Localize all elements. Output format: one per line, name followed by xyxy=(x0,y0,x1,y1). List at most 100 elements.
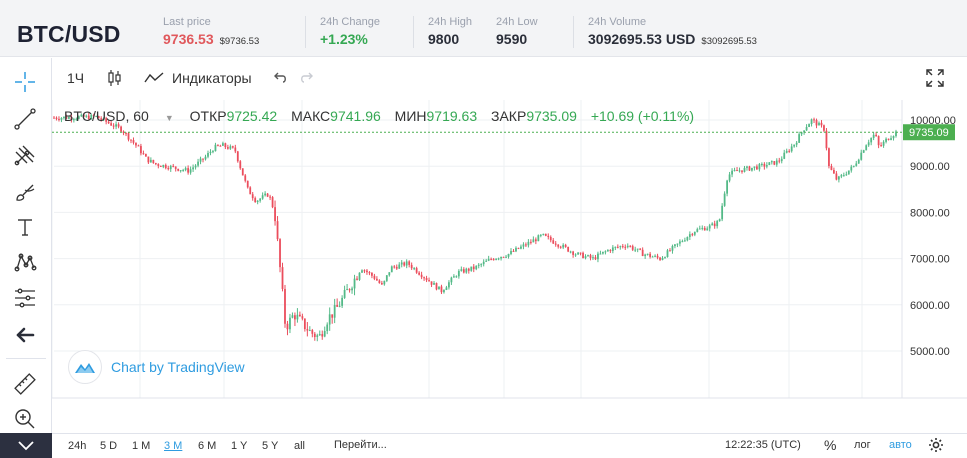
candle-body xyxy=(644,254,647,257)
chart-canvas[interactable]: Мар51018Апр917Май9175000.006000.007000.0… xyxy=(46,100,967,416)
range-button-all[interactable]: all xyxy=(294,440,306,452)
back-arrow-icon[interactable] xyxy=(10,321,40,349)
candle-body xyxy=(338,305,341,307)
candle-body xyxy=(485,260,488,262)
auto-toggle[interactable]: авто xyxy=(889,439,912,451)
candle-body xyxy=(274,207,276,222)
pattern-icon[interactable] xyxy=(10,248,40,276)
candle-body xyxy=(425,278,428,281)
indicators-button[interactable]: Индикаторы xyxy=(144,70,252,86)
range-button-6m[interactable]: 6 M xyxy=(198,440,217,452)
ruler-icon[interactable] xyxy=(10,370,40,398)
candle-body xyxy=(261,195,264,199)
price-chart[interactable]: Мар51018Апр917Май9175000.006000.007000.0… xyxy=(46,100,967,416)
candle-body xyxy=(480,264,483,266)
candle-body xyxy=(862,150,865,153)
candle-type-button[interactable] xyxy=(106,69,124,87)
redo-icon xyxy=(301,72,313,83)
range-button-5y[interactable]: 5 Y xyxy=(262,440,279,452)
candle-body xyxy=(606,250,609,252)
fib-levels-icon[interactable] xyxy=(10,284,40,312)
candle-body xyxy=(105,118,108,122)
settings-button[interactable] xyxy=(928,437,944,456)
range-button-24h[interactable]: 24h xyxy=(68,440,87,452)
candle-body xyxy=(698,228,701,230)
candle-body xyxy=(828,148,830,167)
log-toggle[interactable]: лог xyxy=(854,439,871,451)
candle-body xyxy=(500,256,502,259)
undo-button[interactable] xyxy=(272,70,288,86)
percent-toggle[interactable]: % xyxy=(824,437,837,453)
candle-body xyxy=(122,131,125,134)
candle-body xyxy=(855,163,858,166)
tradingview-watermark[interactable]: Chart by TradingView xyxy=(68,350,245,384)
candle-body xyxy=(164,164,167,169)
candle-body xyxy=(785,150,788,153)
zoom-in-icon[interactable] xyxy=(10,405,40,433)
candle-body xyxy=(629,245,632,247)
candle-body xyxy=(179,170,182,172)
candle-body xyxy=(462,269,465,273)
candle-body xyxy=(72,119,75,121)
range-button-1m[interactable]: 1 M xyxy=(132,440,151,452)
trend-line-icon[interactable] xyxy=(10,105,40,133)
candle-body xyxy=(177,168,180,171)
collapse-toolbar-button[interactable] xyxy=(0,433,52,458)
candle-body xyxy=(236,151,239,162)
candle-body xyxy=(182,169,185,171)
candle-body xyxy=(522,244,525,247)
candle-body xyxy=(758,164,761,170)
candle-body xyxy=(542,233,545,235)
candle-body xyxy=(773,161,776,165)
candle-body xyxy=(380,283,383,285)
goto-date-button[interactable]: Перейти... xyxy=(334,439,387,451)
pitchfork-icon[interactable] xyxy=(10,141,40,169)
brush-icon[interactable] xyxy=(10,178,40,206)
candle-body xyxy=(472,266,475,270)
legend-low-label: МИН xyxy=(394,108,427,124)
candle-body xyxy=(562,244,565,248)
candle-body xyxy=(708,225,711,229)
candle-body xyxy=(736,170,738,172)
fullscreen-button[interactable] xyxy=(926,69,944,87)
candle-body xyxy=(85,115,88,117)
candle-body xyxy=(674,244,676,247)
candle-body xyxy=(795,142,798,145)
candle-body xyxy=(515,247,517,252)
candle-body xyxy=(830,166,833,170)
legend-symbol[interactable]: BTC/USD, 60 xyxy=(64,108,149,124)
candle-body xyxy=(867,142,870,146)
candle-body xyxy=(455,276,458,278)
candle-body xyxy=(748,166,751,171)
candle-body xyxy=(835,173,838,180)
candle-body xyxy=(880,145,882,147)
candle-body xyxy=(110,123,113,126)
candle-body xyxy=(58,118,60,120)
candle-body xyxy=(495,258,498,260)
text-tool-icon[interactable] xyxy=(10,213,40,241)
candle-body xyxy=(423,277,425,279)
candle-body xyxy=(316,335,319,338)
interval-button[interactable]: 1Ч xyxy=(67,70,85,86)
candle-body xyxy=(373,275,376,279)
crosshair-icon[interactable] xyxy=(10,68,40,96)
candle-body xyxy=(418,272,421,275)
range-button-1y[interactable]: 1 Y xyxy=(231,440,248,452)
legend-caret-icon[interactable]: ▼ xyxy=(164,113,174,123)
candle-body xyxy=(172,165,175,167)
candle-body xyxy=(857,159,860,164)
range-button-3m[interactable]: 3 M xyxy=(164,440,183,452)
candle-body xyxy=(256,200,259,203)
candle-body xyxy=(756,166,758,170)
chevron-down-icon xyxy=(18,440,34,450)
range-button-5d[interactable]: 5 D xyxy=(100,440,118,452)
candle-body xyxy=(308,330,311,332)
candle-body xyxy=(505,256,507,258)
redo-button[interactable] xyxy=(299,70,315,86)
candle-body xyxy=(142,153,145,155)
legend-close-label: ЗАКР xyxy=(491,108,527,124)
candle-body xyxy=(264,193,267,196)
candle-body xyxy=(808,124,810,128)
candle-body xyxy=(820,122,823,126)
candle-body xyxy=(217,144,219,146)
